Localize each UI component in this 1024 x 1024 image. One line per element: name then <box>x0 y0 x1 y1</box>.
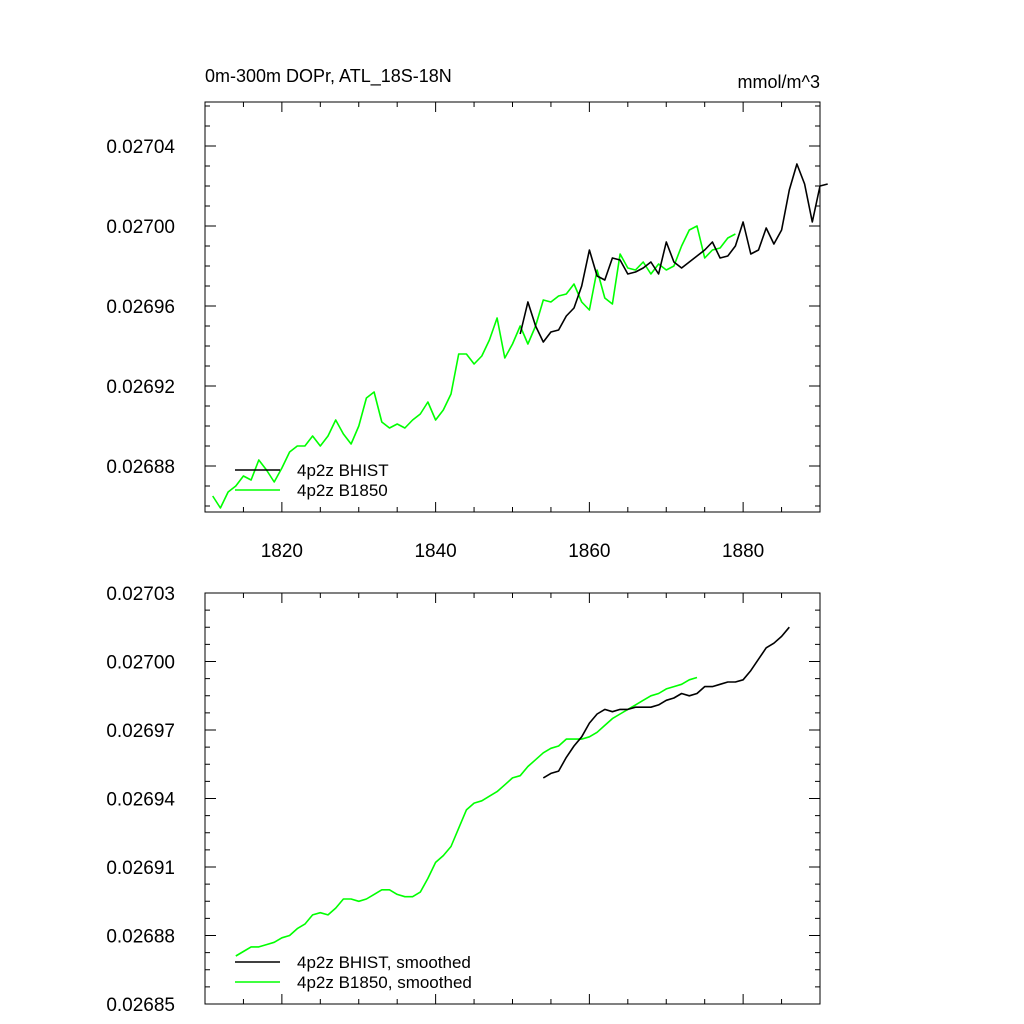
y-tick-label: 0.02688 <box>106 457 175 478</box>
bottom-tick-marks <box>204 592 821 1005</box>
y-tick-label: 0.02696 <box>106 297 175 318</box>
legend-label-b1850: 4p2z B1850 <box>297 481 388 500</box>
bottom-plot-frame <box>204 592 821 1005</box>
legend-label-bhist: 4p2z BHIST <box>297 461 389 480</box>
y-tick-label: 0.02692 <box>106 377 175 398</box>
top-y-tick-labels: 0.02688 0.02692 0.02696 0.02700 0.02704 <box>106 137 175 478</box>
x-tick-label: 1820 <box>261 541 303 562</box>
y-tick-label: 0.02700 <box>106 653 175 674</box>
top-legend: 4p2z BHIST 4p2z B1850 <box>235 461 389 500</box>
series-line-4p2z-b1850 <box>212 225 736 509</box>
y-tick-label: 0.02704 <box>106 137 175 158</box>
chart-units: mmol/m^3 <box>738 72 820 92</box>
top-series-lines <box>212 163 828 509</box>
legend-label-bhist-smoothed: 4p2z BHIST, smoothed <box>297 953 471 972</box>
series-line-4p2z-bhist <box>519 163 828 343</box>
bottom-legend: 4p2z BHIST, smoothed 4p2z B1850, smoothe… <box>235 953 472 992</box>
x-tick-label: 1880 <box>722 541 764 562</box>
series-line-4p2z-bhist-smoothed <box>542 626 790 779</box>
y-tick-label: 0.02700 <box>106 217 175 238</box>
y-tick-label: 0.02685 <box>106 995 175 1016</box>
x-tick-label: 1860 <box>568 541 610 562</box>
y-tick-label: 0.02703 <box>106 584 175 605</box>
series-line-4p2z-b1850-smoothed <box>235 676 698 957</box>
legend-label-b1850-smoothed: 4p2z B1850, smoothed <box>297 973 472 992</box>
y-tick-label: 0.02688 <box>106 927 175 948</box>
bottom-panel: 0.02685 0.02688 0.02691 0.02694 0.02697 0.027… <box>106 584 821 1016</box>
top-panel: 0m-300m DOPr, ATL_18S-18N mmol/m^3 0.026… <box>106 66 828 562</box>
top-x-tick-labels: 1820 1840 1860 1880 <box>261 541 765 562</box>
y-tick-label: 0.02697 <box>106 721 175 742</box>
bottom-y-tick-labels: 0.02685 0.02688 0.02691 0.02694 0.02697 0.027… <box>106 584 175 1016</box>
x-tick-label: 1840 <box>414 541 456 562</box>
chart-title: 0m-300m DOPr, ATL_18S-18N <box>205 66 452 87</box>
y-tick-label: 0.02691 <box>106 858 175 879</box>
bottom-series-lines <box>235 626 790 957</box>
top-plot-frame <box>204 101 821 513</box>
top-tick-marks <box>204 102 821 512</box>
y-tick-label: 0.02694 <box>106 790 175 811</box>
